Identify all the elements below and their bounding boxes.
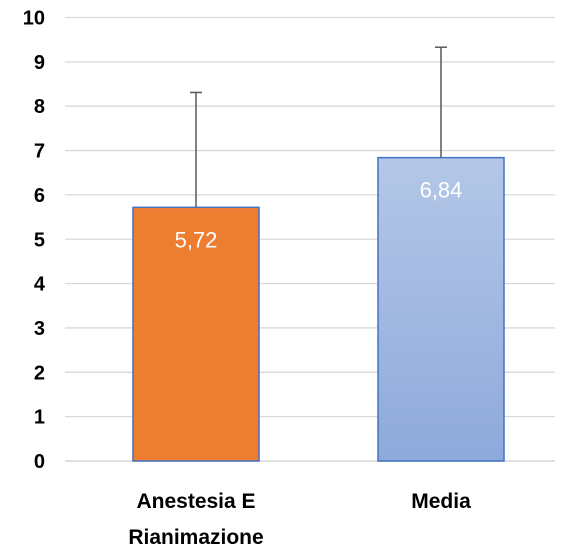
y-tick-label: 5 [34, 229, 45, 251]
data-label: 6,84 [420, 178, 463, 203]
y-tick-label: 2 [34, 362, 45, 384]
bar [132, 206, 260, 462]
y-axis-ticks: 0 1 2 3 4 5 6 7 8 9 10 [23, 8, 46, 474]
y-tick-label: 4 [34, 274, 46, 296]
bar [377, 156, 505, 462]
data-labels: 5,72 6,84 [175, 178, 463, 253]
x-category-label: Media [411, 490, 471, 513]
y-tick-label: 0 [34, 451, 45, 473]
data-label: 5,72 [175, 227, 218, 252]
x-category-label: Anestesia E [136, 490, 255, 513]
y-tick-label: 1 [34, 407, 45, 429]
y-tick-label: 8 [34, 96, 45, 118]
y-tick-label: 10 [23, 8, 45, 30]
bars [132, 156, 505, 462]
x-axis-categories: Anestesia E Rianimazione Media [128, 490, 471, 549]
y-tick-label: 6 [34, 185, 45, 207]
x-category-label: Rianimazione [128, 526, 263, 549]
y-tick-label: 3 [34, 318, 45, 340]
error-bars [190, 46, 447, 208]
y-tick-label: 9 [34, 52, 45, 74]
y-tick-label: 7 [34, 141, 45, 163]
